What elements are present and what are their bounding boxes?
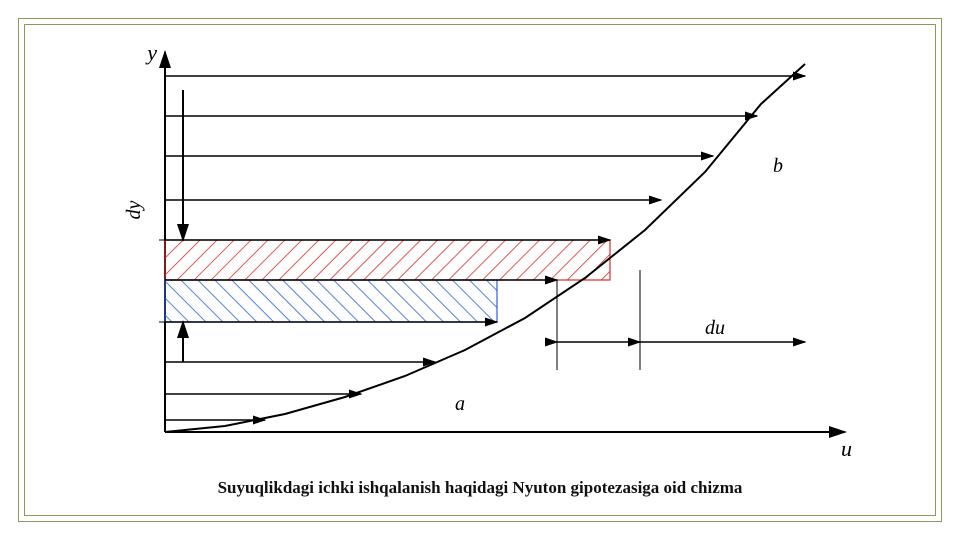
label-a: a [455, 393, 465, 415]
label-du: du [705, 317, 725, 339]
caption: Suyuqlikdagi ichki ishqalanish haqidagi … [0, 478, 960, 498]
label-b: b [773, 155, 783, 177]
slide: y u a b du dy Suyuqlikdagi ichki ishqalanish … [0, 0, 960, 540]
label-dy: dy [123, 200, 145, 219]
diagram-svg: y u a b du dy [85, 32, 875, 462]
y-axis-label: y [145, 40, 157, 65]
layer-blue [165, 280, 497, 322]
layer-red [165, 240, 610, 280]
diagram: y u a b du dy [85, 32, 875, 462]
x-axis-label: u [841, 436, 852, 461]
